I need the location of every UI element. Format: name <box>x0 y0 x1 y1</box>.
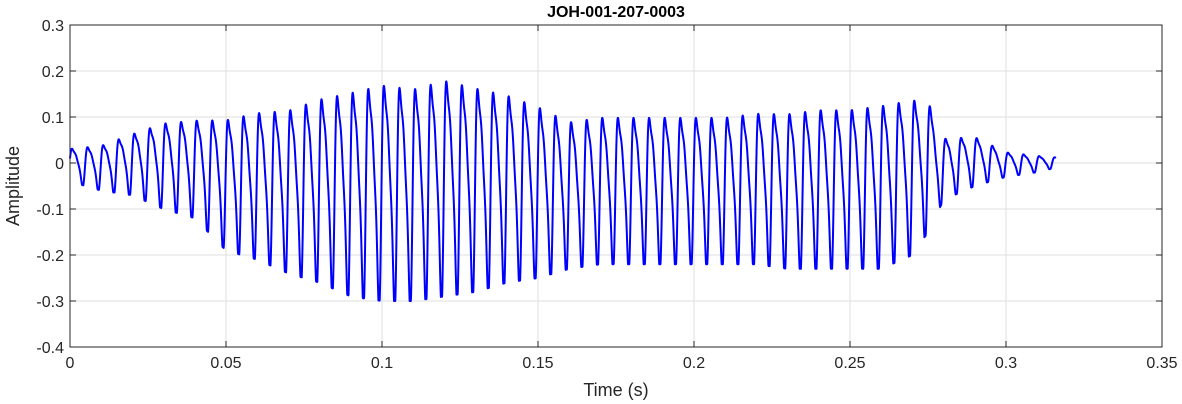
plot-region <box>69 80 1057 302</box>
plot-frame <box>69 24 1163 348</box>
x-tick-label: 0.15 <box>522 355 553 372</box>
x-tick-label: 0.35 <box>1146 355 1177 372</box>
y-tick-label: 0.2 <box>42 64 64 81</box>
y-tick-label: -0.4 <box>36 340 64 357</box>
x-tick-label: 0.05 <box>210 355 241 372</box>
y-tick-label: 0.3 <box>42 18 64 35</box>
y-tick-label: 0 <box>55 156 64 173</box>
y-tick-label: -0.1 <box>36 202 64 219</box>
y-tick-label: 0.1 <box>42 110 64 127</box>
x-tick-label: 0 <box>66 355 75 372</box>
x-axis-ticks: 0 0.05 0.1 0.15 0.2 0.25 0.3 0.35 <box>66 25 1178 372</box>
y-tick-label: -0.3 <box>36 294 64 311</box>
x-tick-label: 0.2 <box>683 355 705 372</box>
x-tick-label: 0.25 <box>834 355 865 372</box>
amplitude-series-line <box>69 80 1057 302</box>
x-tick-label: 0.3 <box>995 355 1017 372</box>
y-axis-label: Amplitude <box>3 146 23 226</box>
y-axis-ticks: -0.4 -0.3 -0.2 -0.1 0 0.1 0.2 0.3 <box>36 18 1162 357</box>
x-tick-label: 0.1 <box>371 355 393 372</box>
x-axis-label: Time (s) <box>583 380 648 400</box>
chart-title: JOH-001-207-0003 <box>547 4 685 21</box>
y-tick-label: -0.2 <box>36 248 64 265</box>
